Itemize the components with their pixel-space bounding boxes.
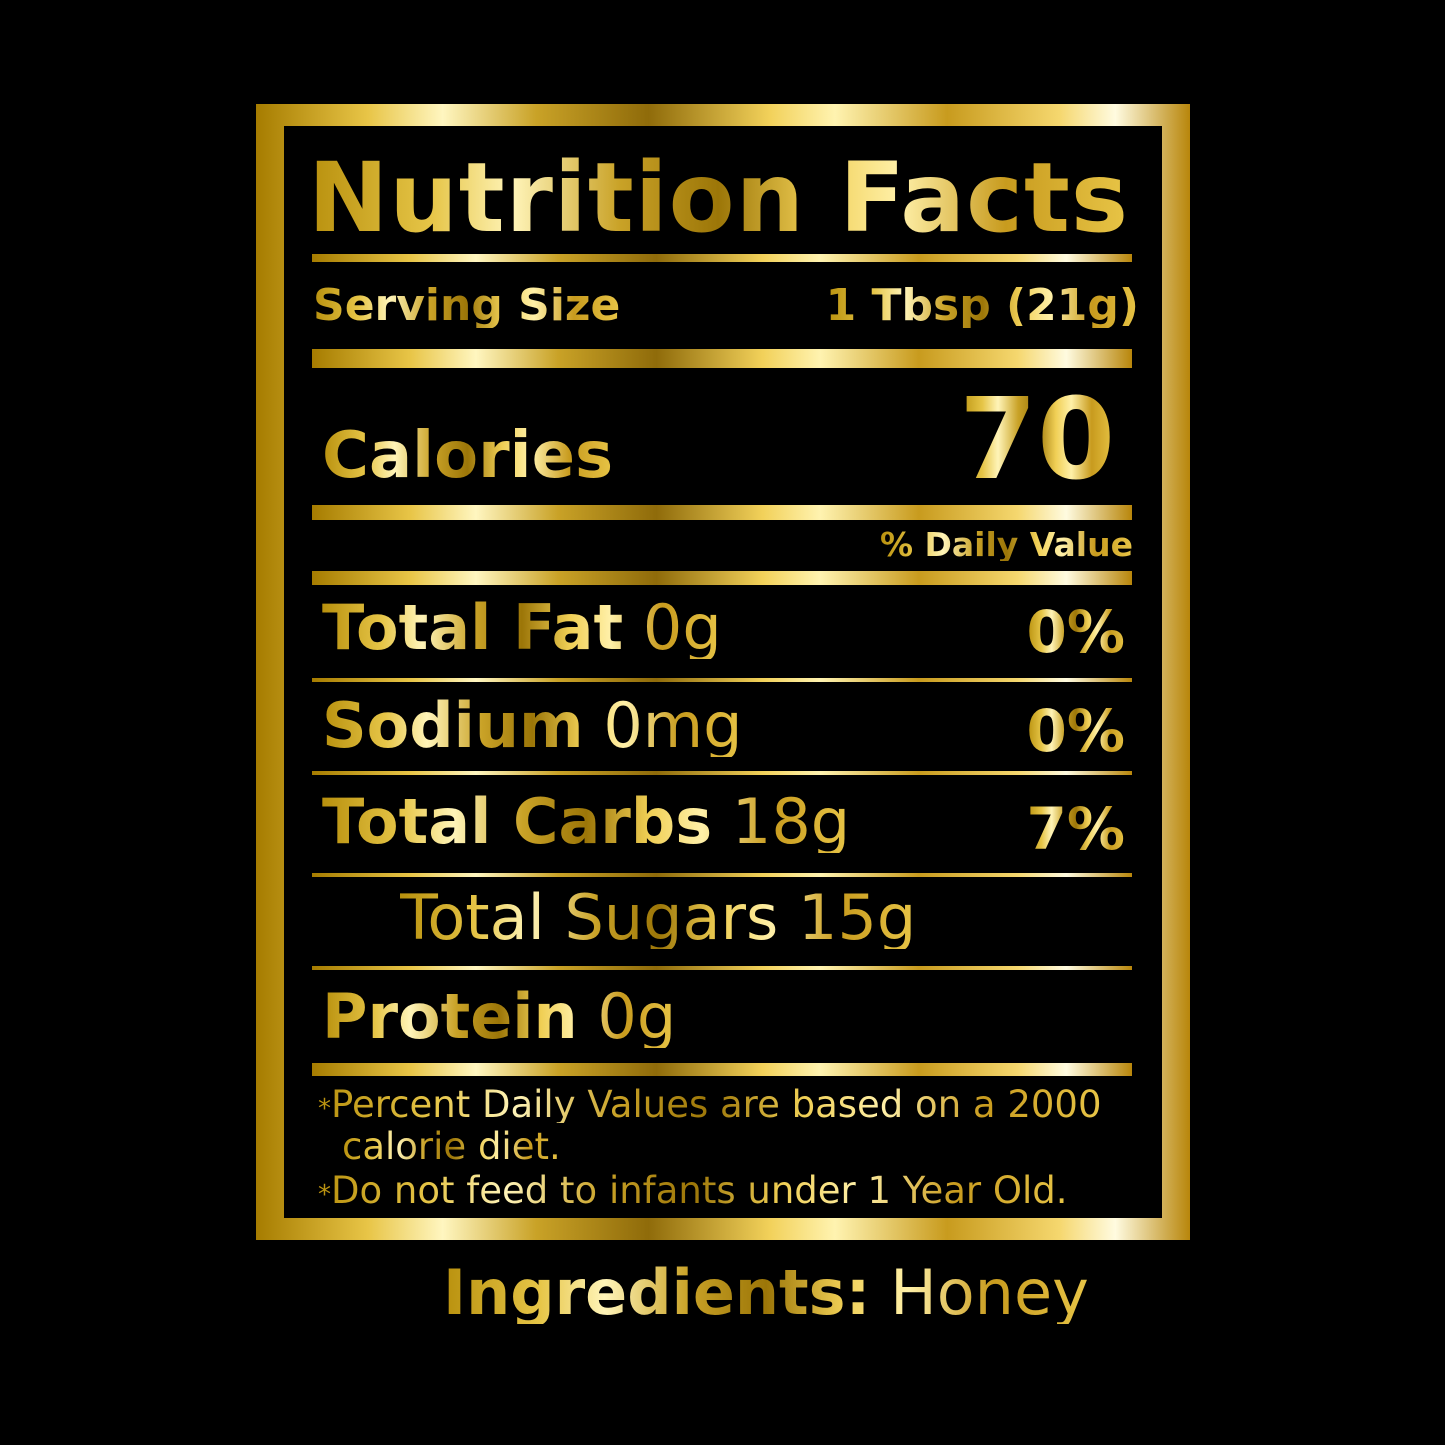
nutrient-amount: 18g [731, 785, 851, 858]
divider-thick [312, 571, 1132, 585]
footnote-marker: * [318, 1180, 331, 1210]
nutrient-name: Total Sugars [400, 881, 779, 954]
nutrient-row-protein: Protein 0g [322, 986, 676, 1048]
label-panel [284, 126, 1162, 1218]
label-title: Nutrition Facts [308, 142, 1130, 254]
nutrient-name: Total Fat [322, 591, 624, 664]
nutrient-name: Protein [322, 980, 578, 1053]
ingredients-label: Ingredients: [443, 1256, 871, 1329]
nutrient-row-sodium: Sodium 0mg [322, 695, 743, 757]
nutrient-row-total-fat: Total Fat 0g [322, 597, 722, 659]
nutrient-name: Total Carbs [322, 785, 713, 858]
calories-label: Calories [322, 419, 614, 493]
divider-thin [312, 771, 1132, 775]
ingredients: Ingredients: Honey [443, 1262, 1089, 1324]
divider-thick [312, 349, 1132, 368]
nutrient-amount: 15g [798, 881, 917, 954]
divider [312, 254, 1132, 262]
serving-size-value: 1 Tbsp (21g) [825, 280, 1139, 331]
nutrient-dv: 0% [1026, 697, 1125, 765]
nutrient-row-total-sugars: Total Sugars 15g [400, 887, 916, 949]
footnote-text: Do not feed to infants under 1 Year Old. [331, 1169, 1068, 1212]
divider-thin [312, 966, 1132, 970]
nutrient-amount: 0mg [603, 689, 743, 762]
calories-value: 70 [959, 375, 1115, 505]
nutrient-dv: 7% [1026, 795, 1125, 863]
footnote: *Do not feed to infants under 1 Year Old… [318, 1172, 1068, 1209]
footnote-marker: * [318, 1094, 331, 1124]
divider-thick [312, 505, 1132, 520]
nutrient-name: Sodium [322, 689, 584, 762]
divider-thin [312, 873, 1132, 877]
divider-thin [312, 678, 1132, 682]
ingredients-value: Honey [890, 1256, 1089, 1329]
nutrient-row-total-carbs: Total Carbs 18g [322, 791, 850, 853]
footnote: *Percent Daily Values are based on a 200… [318, 1086, 1102, 1123]
nutrient-dv: 0% [1026, 598, 1125, 666]
daily-value-header: % Daily Value [879, 525, 1133, 564]
serving-size-label: Serving Size [313, 280, 621, 331]
footnote-text: Percent Daily Values are based on a 2000 [331, 1083, 1102, 1126]
footnote-continuation: calorie diet. [342, 1125, 561, 1168]
nutrient-amount: 0g [597, 980, 677, 1053]
divider-thick [312, 1063, 1132, 1076]
nutrient-amount: 0g [642, 591, 722, 664]
